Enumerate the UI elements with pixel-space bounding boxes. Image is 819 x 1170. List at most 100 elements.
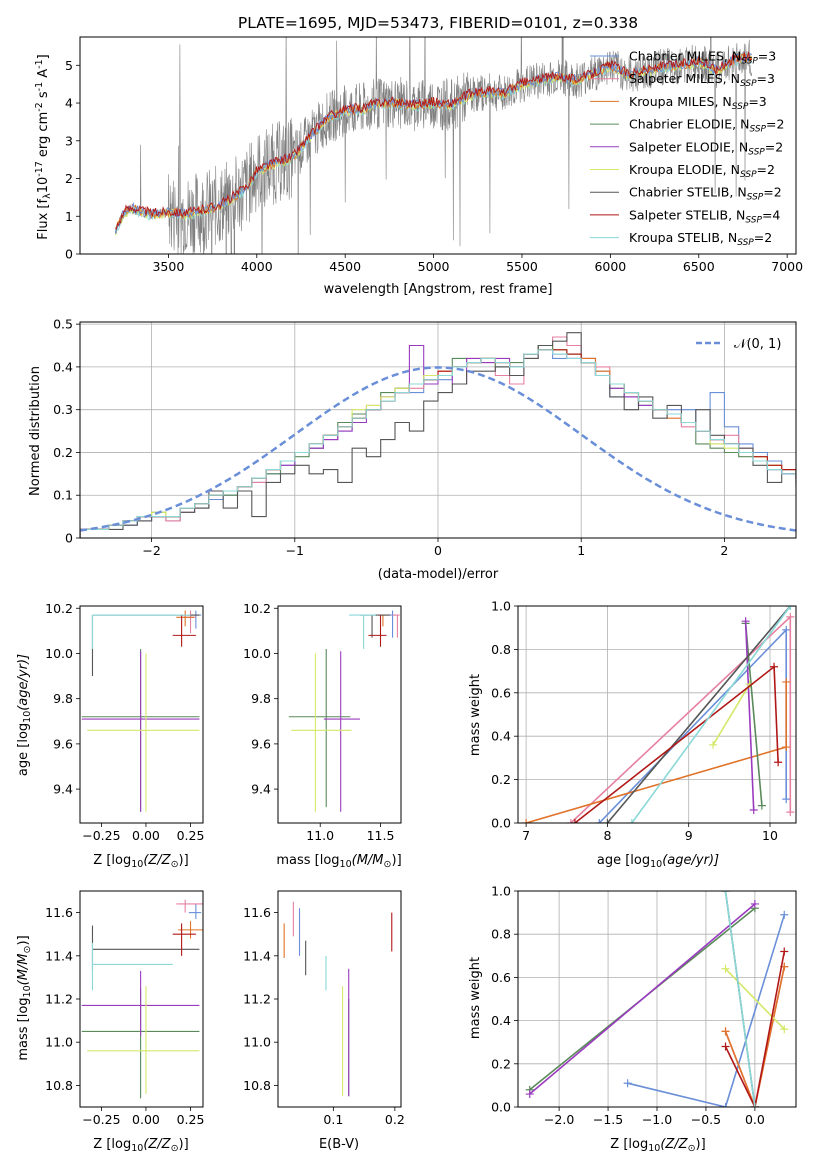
y-tick-label: 9.4 — [53, 782, 73, 797]
x-tick-label: 7000 — [771, 259, 803, 274]
mass-weight-vs-Z-panel: −2.0 −1.5 −1.0 −0.5 0.0 0.0 0.2 0.4 0.6 0.8 1.0 Z … — [468, 884, 797, 1154]
legend-entry: Salpeter ELODIE, NSSP=2 — [629, 139, 783, 157]
y-tick-label: 11.4 — [243, 948, 271, 963]
weight-marker — [782, 625, 791, 634]
weight-marker — [603, 819, 612, 823]
axes-frame — [79, 605, 204, 824]
legend-ssp: SSP — [737, 238, 754, 248]
legend-ssp: SSP — [748, 147, 765, 157]
x-tick-label: 1 — [577, 543, 585, 558]
x-tick-label: −2.0 — [544, 1112, 574, 1127]
weight-series-line — [724, 968, 785, 1030]
mass-vs-Z-xlabel: Z [log10(Z/Z⊙)] — [93, 1137, 188, 1154]
y-tick-label: 0.2 — [53, 445, 73, 460]
weight-marker — [721, 1103, 730, 1107]
errorbar-point — [81, 651, 200, 812]
errorbar-point — [91, 614, 191, 649]
legend-nssp: =2 — [757, 162, 775, 177]
x-tick-label: −1.0 — [642, 1112, 672, 1127]
x-tick-label: 0.00 — [132, 828, 160, 843]
errorbar-point — [87, 653, 200, 812]
legend-entry: Salpeter MILES, NSSP=3 — [629, 71, 775, 89]
weight-series-line — [525, 682, 787, 823]
weight-series-line — [631, 606, 791, 823]
residuals-ylabel: Normed distribution — [28, 366, 43, 496]
legend-model-name: Salpeter STELIB, — [629, 207, 736, 222]
errorbar-point — [178, 921, 203, 939]
weight-lines — [525, 891, 789, 1107]
weight-series-line — [606, 606, 791, 823]
legend-nssp: =3 — [758, 49, 776, 64]
histogram-series — [80, 332, 796, 538]
model-spectrum-line — [114, 52, 753, 234]
weight-marker — [721, 964, 730, 973]
x-tick-label: −0.25 — [82, 828, 120, 843]
y-tick-label: 9.4 — [251, 782, 271, 797]
legend-model-name: Chabrier ELODIE, — [629, 117, 740, 132]
spectrum-legend: Chabrier MILES, NSSP=3 Salpeter MILES, NS… — [590, 49, 784, 248]
spectrum-panel: PLATE=1695, MJD=53473, FIBERID=0101, z=0… — [34, 14, 803, 297]
weight-marker — [709, 740, 718, 749]
age-vs-Z-panel: −0.25 0.00 0.25 9.4 9.6 9.8 10.0 10.2 Z [log10(… — [16, 601, 204, 870]
y-tick-label: 10.8 — [45, 1078, 73, 1093]
weight-marker — [780, 910, 789, 919]
legend-n: N — [732, 49, 741, 64]
x-tick-label: 0.1 — [323, 1112, 343, 1127]
legend-n: N — [740, 117, 749, 132]
y-tick-label: 9.8 — [251, 691, 271, 706]
axes-frame — [79, 890, 204, 1108]
histogram-steps — [80, 332, 796, 538]
y-tick-label: 0.6 — [491, 970, 511, 985]
y-tick-label: 1.0 — [491, 884, 511, 899]
axes-frame — [517, 605, 797, 824]
weight-marker — [786, 606, 795, 610]
legend-entry: Chabrier STELIB, NSSP=2 — [629, 185, 782, 203]
legend-n: N — [736, 207, 745, 222]
legend-model-name: Salpeter ELODIE, — [629, 139, 739, 154]
weight-marker — [786, 612, 795, 621]
y-tick-label: 0.2 — [491, 772, 511, 787]
weight-marker — [774, 758, 783, 767]
weight-series-line — [724, 891, 756, 1107]
x-tick-label: 5500 — [506, 259, 538, 274]
x-tick-label: 0 — [434, 543, 442, 558]
mass-vs-EBV-xlabel: E(B-V) — [319, 1137, 359, 1152]
weight-lines — [522, 606, 795, 823]
errorbar-point — [81, 970, 200, 1036]
x-tick-label: 0.25 — [177, 828, 205, 843]
legend-model-name: Kroupa ELODIE, — [629, 162, 731, 177]
mass-vs-Z-panel: −0.25 0.00 0.25 10.8 11.0 11.2 11.4 11.6 Z [log… — [16, 890, 204, 1154]
weight-marker — [750, 899, 759, 908]
weight-marker — [780, 947, 789, 956]
errorbar-point — [87, 986, 200, 1095]
axes-frame — [277, 890, 402, 1108]
y-tick-label: 10.0 — [243, 646, 271, 661]
legend-ssp: SSP — [747, 193, 764, 203]
y-tick-label: 0.8 — [491, 927, 511, 942]
y-tick-label: 5 — [65, 58, 73, 73]
errorbar-point — [91, 942, 173, 991]
legend-nssp: =4 — [762, 207, 780, 222]
x-tick-label: 0.2 — [385, 1112, 405, 1127]
y-tick-label: 10.2 — [243, 601, 271, 616]
weight-marker — [750, 1103, 759, 1107]
y-tick-label: 0.4 — [491, 729, 511, 744]
y-tick-label: 0 — [65, 247, 73, 262]
x-tick-label: 6000 — [594, 259, 626, 274]
x-tick-label: −1 — [286, 543, 304, 558]
x-tick-label: −2 — [142, 543, 160, 558]
age-vs-Z-ylabel: age [log10(age/yr)] — [16, 654, 33, 776]
weight-marker — [522, 819, 531, 823]
weight-marker — [786, 808, 795, 817]
errorbar-point — [288, 648, 351, 808]
residuals-legend: 𝒩(0, 1) — [696, 337, 781, 352]
mass-weight-vs-Z-plot-area: −2.0 −1.5 −1.0 −0.5 0.0 0.0 0.2 0.4 0.6 0.8 1.0 — [491, 884, 797, 1127]
errorbar-point — [186, 610, 202, 629]
mass-weight-vs-age-xlabel: age [log10(age/yr)] — [597, 853, 719, 870]
weight-series-line — [529, 903, 756, 1095]
y-tick-label: 11.0 — [45, 1035, 73, 1050]
mass-weight-vs-age-plot-area: 7 8 9 10 0.0 0.2 0.4 0.6 0.8 1.0 — [491, 599, 797, 843]
legend-entry: Chabrier MILES, NSSP=3 — [629, 49, 776, 67]
y-tick-label: 11.2 — [45, 992, 73, 1007]
legend-ssp: SSP — [740, 79, 757, 89]
